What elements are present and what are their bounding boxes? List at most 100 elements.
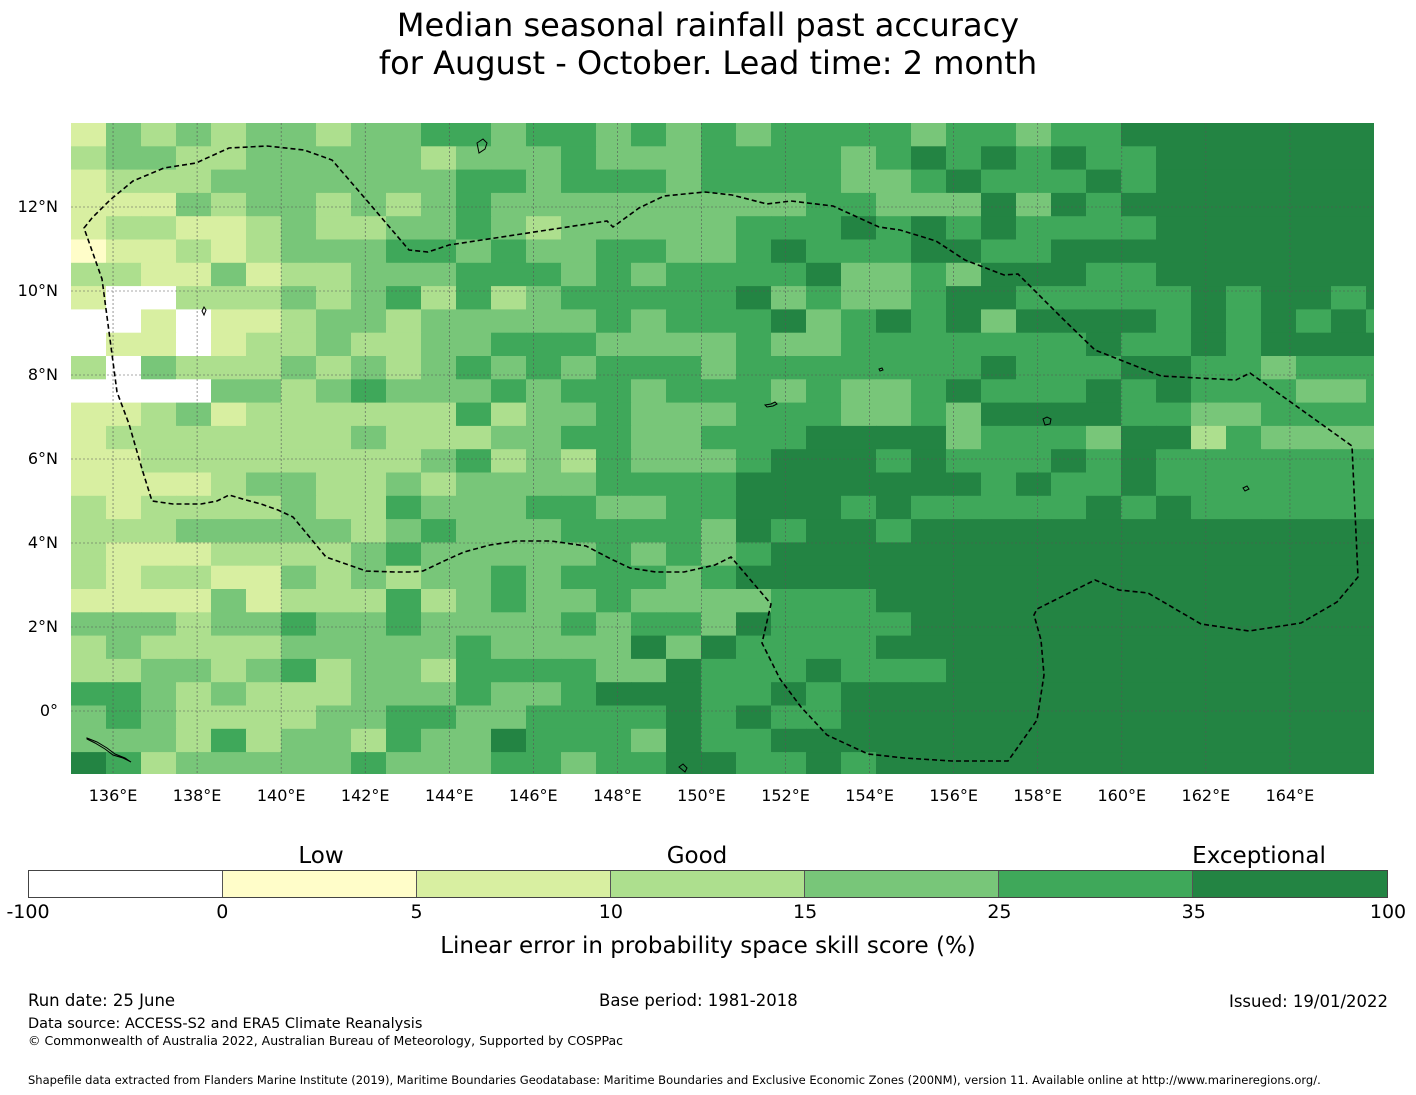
grid-cell — [351, 356, 387, 380]
grid-cell — [141, 752, 177, 774]
category-low: Low — [298, 843, 344, 869]
grid-cell — [736, 705, 772, 730]
grid-cell — [1051, 565, 1087, 590]
grid-cell — [211, 612, 247, 637]
grid-cell — [701, 519, 737, 543]
grid-cell — [1016, 379, 1052, 404]
grid-cell — [911, 356, 947, 380]
grid-cell — [1121, 216, 1157, 241]
grid-cell — [946, 658, 982, 683]
grid-cell — [981, 286, 1017, 310]
category-exceptional: Exceptional — [1192, 843, 1326, 869]
grid-cell — [421, 658, 457, 683]
grid-cell — [841, 309, 877, 334]
grid-cell — [246, 705, 282, 730]
grid-cell — [386, 216, 422, 241]
grid-cell — [211, 658, 247, 683]
grid-cell — [806, 262, 842, 287]
grid-cell — [421, 123, 457, 147]
grid-cell — [561, 752, 597, 774]
grid-cell — [806, 425, 842, 450]
grid-cell — [1016, 402, 1052, 427]
grid-cell — [351, 495, 387, 520]
grid-cell — [806, 123, 842, 147]
grid-cell — [456, 728, 492, 753]
grid-cell — [946, 449, 982, 474]
grid-cell — [526, 449, 562, 474]
grid-cell — [176, 472, 212, 497]
grid-cell — [1226, 565, 1262, 590]
grid-cell — [1121, 146, 1157, 171]
grid-cell — [1331, 192, 1367, 217]
grid-cell — [701, 658, 737, 683]
grid-cell — [1226, 589, 1262, 613]
grid-cell — [316, 216, 352, 241]
grid-cell — [1121, 728, 1157, 753]
grid-cell — [1296, 402, 1332, 427]
grid-cell — [351, 402, 387, 427]
grid-cell — [246, 565, 282, 590]
grid-cell — [211, 123, 247, 147]
grid-cell — [1366, 449, 1374, 474]
latitude-tick-label: 8°N — [27, 365, 58, 384]
grid-cell — [176, 262, 212, 287]
grid-cell — [1191, 146, 1227, 171]
grid-cell — [806, 589, 842, 613]
grid-cell — [421, 309, 457, 334]
grid-cell — [1261, 519, 1297, 543]
grid-cell — [1261, 658, 1297, 683]
grid-cell — [246, 542, 282, 567]
grid-cell — [876, 519, 912, 543]
grid-cell — [1156, 169, 1192, 194]
grid-cell — [1016, 658, 1052, 683]
grid-cell — [876, 309, 912, 334]
grid-cell — [1331, 495, 1367, 520]
grid-cell — [1261, 146, 1297, 171]
grid-cell — [1121, 472, 1157, 497]
grid-cell — [876, 169, 912, 194]
grid-cell — [421, 286, 457, 310]
grid-cell — [106, 519, 142, 543]
grid-cell — [176, 402, 212, 427]
grid-cell — [1226, 356, 1262, 380]
grid-cell — [1261, 169, 1297, 194]
grid-cell — [666, 682, 702, 707]
grid-cell — [141, 519, 177, 543]
grid-cell — [281, 332, 317, 357]
grid-cell — [736, 262, 772, 287]
grid-cell — [106, 658, 142, 683]
grid-cell — [1261, 286, 1297, 310]
grid-cell — [386, 449, 422, 474]
grid-cell — [1016, 542, 1052, 567]
grid-cell — [141, 682, 177, 707]
grid-cell — [946, 262, 982, 287]
grid-cell — [456, 542, 492, 567]
grid-cell — [1366, 239, 1374, 264]
grid-cell — [106, 752, 142, 774]
grid-cell — [1331, 356, 1367, 380]
grid-cell — [1086, 519, 1122, 543]
longitude-tick-label: 142°E — [340, 786, 390, 805]
grid-cell — [771, 612, 807, 637]
grid-cell — [106, 192, 142, 217]
grid-cell — [141, 658, 177, 683]
colorbar-tick-label: 100 — [1369, 901, 1407, 923]
grid-cell — [281, 589, 317, 613]
grid-cell — [1331, 472, 1367, 497]
grid-cell — [1086, 379, 1122, 404]
grid-cell — [1086, 682, 1122, 707]
grid-cell — [1331, 449, 1367, 474]
grid-cell — [1226, 192, 1262, 217]
grid-cell — [141, 262, 177, 287]
grid-cell — [1121, 123, 1157, 147]
grid-cell — [1156, 309, 1192, 334]
grid-cell — [456, 123, 492, 147]
grid-cell — [666, 519, 702, 543]
grid-cell — [281, 449, 317, 474]
grid-cell — [701, 216, 737, 241]
grid-cell — [701, 472, 737, 497]
grid-cell — [1051, 286, 1087, 310]
colorbar-segment — [1193, 871, 1387, 897]
grid-cell — [666, 379, 702, 404]
colorbar-tick-label: 15 — [793, 901, 818, 923]
